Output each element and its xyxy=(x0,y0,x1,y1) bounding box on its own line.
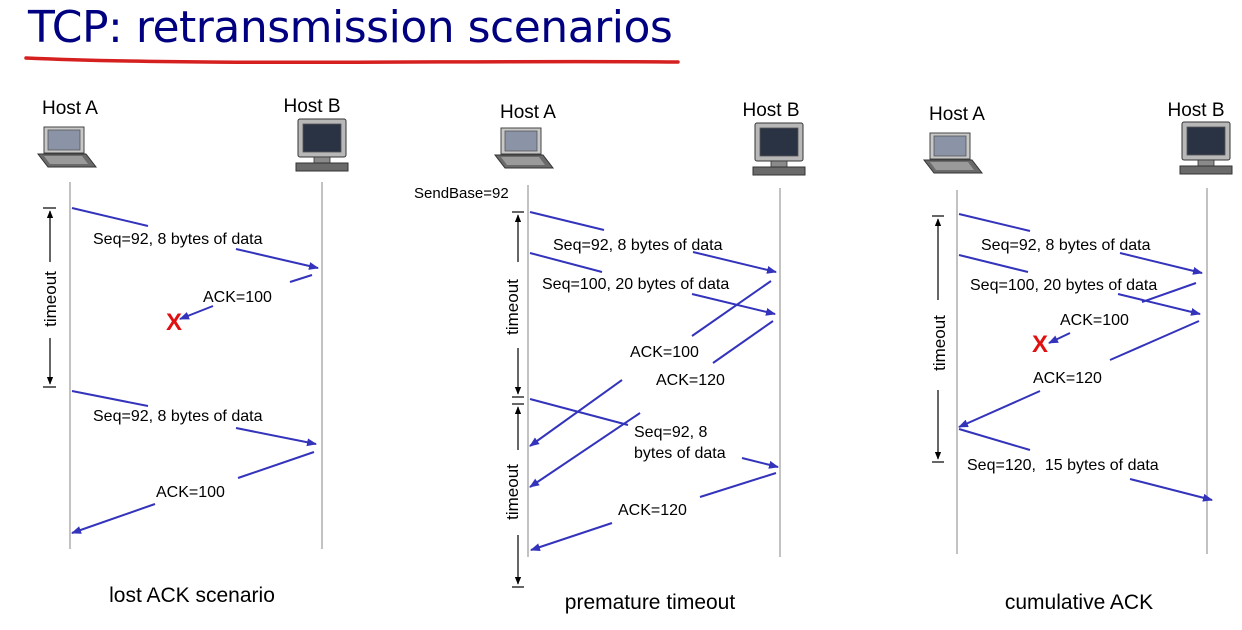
ack-label: ACK=120 xyxy=(656,372,725,389)
ack-arrow xyxy=(691,280,772,337)
segment-arrow xyxy=(958,254,1029,273)
segment-label: Seq=92, 8 bytes of data xyxy=(93,408,263,425)
segment-arrow xyxy=(691,293,776,316)
laptop-icon xyxy=(923,132,983,174)
page-title: TCP: retransmission scenarios xyxy=(28,2,673,53)
host-b-label: Host B xyxy=(1167,100,1224,121)
ack-arrow xyxy=(699,472,777,498)
ack-label: ACK=100 xyxy=(630,344,699,361)
scenario-caption: premature timeout xyxy=(565,591,736,614)
segment-arrow xyxy=(958,428,1031,451)
desktop-icon xyxy=(1179,121,1233,175)
segment-arrow xyxy=(529,252,603,273)
segment-arrow xyxy=(235,248,319,270)
ack-arrow xyxy=(179,305,214,320)
segment-arrow xyxy=(235,427,317,447)
loss-mark: X xyxy=(166,309,182,336)
ack-label: ACK=120 xyxy=(618,502,687,519)
desktop-icon xyxy=(752,122,806,176)
laptop-icon xyxy=(494,127,554,169)
segment-label: Seq=120, 15 bytes of data xyxy=(967,457,1159,474)
scenario-premature-timeout: Host A Host B SendBase=92 timeout timeou… xyxy=(414,100,806,614)
title-underline xyxy=(24,56,680,65)
ack-arrow xyxy=(530,522,613,551)
scenario-caption: cumulative ACK xyxy=(1005,591,1153,614)
ack-arrow xyxy=(712,320,774,364)
scenario-cumulative-ack: Host A Host B timeout Seq=92, 8 bytes of… xyxy=(923,100,1233,614)
ack-label: ACK=100 xyxy=(203,289,272,306)
segment-arrow xyxy=(529,398,629,426)
segment-label: bytes of data xyxy=(634,445,726,462)
ack-arrow xyxy=(237,451,315,479)
segment-arrow xyxy=(71,207,149,227)
segment-label: Seq=92, 8 bytes of data xyxy=(981,237,1151,254)
timeout-label: timeout xyxy=(503,279,522,335)
scenario-lost-ack: Host A Host B timeout Seq=92, 8 bytes of… xyxy=(37,96,349,607)
segment-arrow xyxy=(1129,478,1213,502)
host-a-label: Host A xyxy=(500,102,556,123)
ack-arrow xyxy=(529,379,623,447)
segment-label: Seq=92, 8 bytes of data xyxy=(93,231,263,248)
desktop-icon xyxy=(295,118,349,172)
ack-arrow xyxy=(289,274,313,283)
ack-arrow xyxy=(958,390,1041,428)
sendbase-label: SendBase=92 xyxy=(414,185,509,202)
ack-arrow xyxy=(71,503,156,534)
ack-label: ACK=100 xyxy=(1060,312,1129,329)
segment-arrow xyxy=(71,390,149,407)
segment-label: Seq=92, 8 xyxy=(634,424,708,441)
host-a-label: Host A xyxy=(929,104,985,125)
ack-arrow xyxy=(1048,332,1071,344)
ack-arrow xyxy=(1109,320,1200,361)
scenario-caption: lost ACK scenario xyxy=(109,584,275,607)
segment-label: Seq=100, 20 bytes of data xyxy=(542,276,729,293)
segment-arrow xyxy=(1117,293,1201,316)
ack-label: ACK=120 xyxy=(1033,370,1102,387)
segment-arrow xyxy=(692,251,777,274)
ack-label: ACK=100 xyxy=(156,484,225,501)
segment-label: Seq=100, 20 bytes of data xyxy=(970,277,1157,294)
timeout-label: timeout xyxy=(930,315,949,371)
host-b-label: Host B xyxy=(283,96,340,117)
ack-arrow xyxy=(529,412,641,488)
segment-arrow xyxy=(1119,252,1203,275)
host-a-label: Host A xyxy=(42,98,98,119)
segment-arrow xyxy=(741,457,779,469)
segment-label: Seq=92, 8 bytes of data xyxy=(553,237,723,254)
segment-arrow xyxy=(529,211,605,231)
host-b-label: Host B xyxy=(742,100,799,121)
timeout-label: timeout xyxy=(503,464,522,520)
timeout-label: timeout xyxy=(41,271,60,327)
laptop-icon xyxy=(37,126,97,168)
ack-arrow xyxy=(1141,282,1197,303)
loss-mark: X xyxy=(1032,331,1048,358)
segment-arrow xyxy=(958,213,1031,232)
